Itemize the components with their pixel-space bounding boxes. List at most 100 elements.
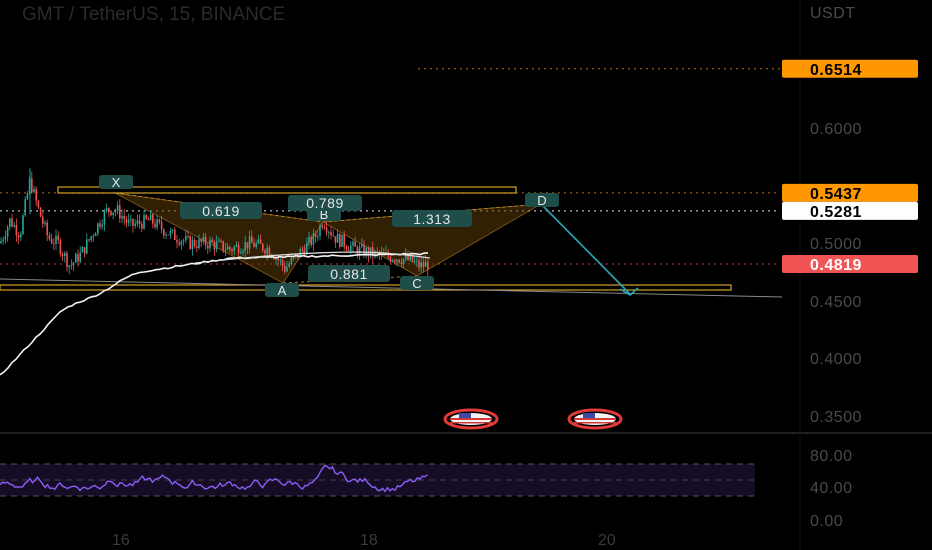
candle-body: [420, 262, 422, 268]
candle-body: [405, 254, 407, 259]
candle-body: [407, 254, 409, 261]
candle-body: [402, 258, 405, 265]
candle-body: [422, 262, 425, 267]
candle-body: [165, 234, 167, 236]
candle-body: [251, 236, 253, 243]
candle-body: [226, 246, 229, 250]
candle-body: [182, 240, 185, 242]
candle-body: [108, 207, 110, 211]
ratio-label-box: [288, 195, 362, 211]
candle-body: [81, 247, 84, 253]
price-tag: [782, 201, 918, 220]
candle-body: [11, 218, 13, 227]
candle-body: [427, 261, 429, 270]
candle-body: [9, 218, 11, 227]
point-label-b: B: [320, 207, 329, 222]
candle-body: [178, 242, 180, 245]
candle-body: [266, 247, 268, 254]
candle-body: [262, 243, 264, 251]
candle-body: [288, 264, 290, 267]
candle-body: [0, 241, 2, 244]
candle-body: [306, 242, 308, 255]
candle-body: [42, 216, 44, 224]
harmonic-pattern: [0, 186, 783, 298]
short-average-line: [194, 251, 431, 264]
candle-body: [253, 242, 255, 247]
candle-body: [354, 241, 356, 247]
candle-body: [411, 254, 414, 263]
candle-body: [328, 231, 330, 233]
candle-body: [138, 220, 141, 224]
ratio-label-box: [180, 202, 262, 219]
candle-body: [363, 244, 365, 257]
ratio-label: 0.881: [330, 266, 368, 282]
candle-body: [376, 251, 378, 253]
candle-body: [31, 178, 33, 193]
y-tick-label: 0.3500: [810, 409, 862, 426]
candle-body: [116, 205, 119, 212]
candle-body: [244, 242, 246, 251]
candle-body: [46, 222, 48, 236]
candle-body: [209, 239, 211, 249]
candle-body: [149, 214, 152, 221]
candle-body: [145, 215, 147, 219]
candle-body: [336, 233, 339, 243]
candle-body: [105, 207, 108, 212]
point-label-d: D: [537, 193, 546, 208]
candle-body: [308, 236, 310, 243]
us-flag-event-icon[interactable]: [443, 408, 499, 430]
candle-body: [413, 261, 416, 263]
currency-label: USDT: [810, 5, 856, 22]
point-label-box: [265, 283, 299, 297]
candle-body: [409, 254, 411, 261]
pattern-ratio-labels: 0.619 0.789 0.881 1.313: [180, 195, 472, 282]
candle-body: [286, 266, 288, 272]
candle-body: [295, 253, 297, 257]
candle-body: [248, 236, 251, 249]
y-tick-label: 0.4500: [810, 294, 862, 311]
rsi-tick-label: 40.00: [810, 480, 853, 497]
candle-body: [185, 235, 187, 241]
candle-body: [125, 219, 128, 223]
point-label-box: [99, 175, 133, 189]
y-tick-label: 0.5000: [810, 236, 862, 253]
rsi-line: [0, 464, 428, 493]
candle-body: [136, 220, 139, 224]
y-tick-label: 0.6000: [810, 121, 862, 138]
candle-body: [174, 229, 176, 241]
x-tick-label: 16: [112, 532, 130, 549]
candle-body: [37, 200, 40, 208]
candle-body: [323, 227, 326, 229]
candle-body: [26, 193, 29, 200]
candle-body: [246, 242, 249, 249]
candle-body: [301, 249, 304, 251]
candle-body: [312, 233, 315, 245]
candle-body: [156, 219, 158, 228]
candle-body: [231, 249, 233, 252]
candle-body: [2, 239, 4, 242]
candle-body: [211, 239, 213, 243]
candle-body: [233, 246, 235, 252]
candle-body: [224, 249, 227, 251]
projection-arrowhead: [619, 287, 639, 296]
candle-body: [424, 261, 427, 267]
candle-body: [77, 254, 79, 262]
candle-body: [284, 265, 286, 272]
candle-body: [275, 258, 277, 260]
candle-body: [191, 240, 194, 249]
price-tag-label: 0.6514: [810, 62, 862, 79]
candle-body: [110, 210, 112, 216]
candle-body: [418, 260, 420, 268]
price-tag: [782, 59, 918, 78]
candle-body: [39, 207, 42, 217]
candle-body: [86, 239, 88, 254]
candle-body: [64, 252, 66, 256]
candle-body: [259, 239, 262, 244]
candle-body: [15, 225, 18, 236]
candle-body: [198, 239, 200, 248]
candle-body: [24, 199, 26, 216]
rsi-tick-label: 0.00: [810, 513, 843, 530]
us-flag-event-icon[interactable]: [567, 408, 623, 430]
candle-body: [314, 233, 317, 238]
